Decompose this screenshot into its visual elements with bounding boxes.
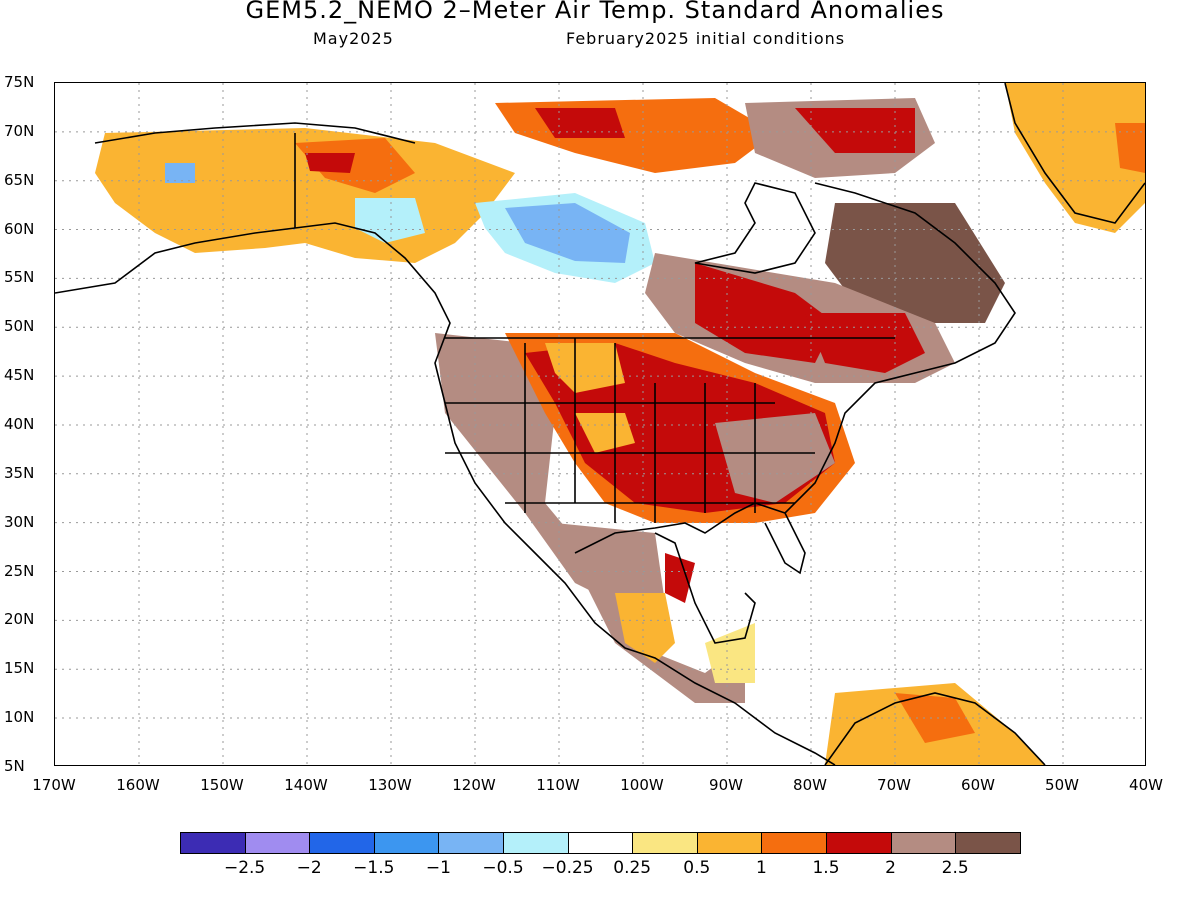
lon-tick-label: 80W [793,776,827,794]
colorbar-tick-label: 1 [755,858,767,878]
colorbar-tick-label: −0.5 [482,858,524,878]
lon-tick-label: 90W [709,776,743,794]
lon-tick-label: 150W [200,776,244,794]
colorbar-tick-label: −2 [296,858,322,878]
lat-tick-label: 55N [4,268,35,287]
colorbar-tick-label: 0.25 [613,858,652,878]
colorbar-swatch [890,832,957,854]
lon-tick-label: 130W [368,776,412,794]
lon-tick-label: 100W [620,776,664,794]
lon-tick-label: 140W [284,776,328,794]
lon-tick-label: 60W [961,776,995,794]
graticule [55,83,1145,765]
chart-title: GEM5.2_NEMO 2–Meter Air Temp. Standard A… [245,0,945,24]
colorbar-swatch [180,832,246,854]
lat-tick-label: 25N [4,561,35,580]
initial-conditions-label: February2025 initial conditions [566,29,846,48]
colorbar-tick-label: −2.5 [223,858,266,878]
colorbar-swatch [696,832,763,854]
anomaly-fill [95,83,1145,765]
colorbar-swatch [632,832,698,854]
lat-tick-label: 65N [4,170,35,189]
lon-tick-label: 70W [877,776,911,794]
colorbar-tick-label: −0.25 [541,858,594,878]
lat-tick-label: 20N [4,610,35,629]
colorbar-swatch [503,832,569,854]
colorbar-tick-label: 0.5 [683,858,711,878]
lat-tick-label: 40N [4,414,35,433]
lon-tick-label: 40W [1129,776,1163,794]
lat-tick-label: 75N [4,73,35,91]
lat-tick-label: 5N [4,756,25,775]
colorbar-tick-label: −1.5 [353,858,395,878]
lon-tick-label: 170W [32,776,76,794]
lon-tick-label: 50W [1045,776,1079,794]
colorbar-tick-label: 1.5 [812,858,840,878]
lat-tick-label: 15N [4,659,35,678]
colorbar-swatch [373,832,440,854]
forecast-month: May2025 [313,29,394,48]
lon-tick-label: 120W [452,776,496,794]
lat-tick-label: 10N [4,708,35,727]
anomaly-map-svg [55,83,1145,765]
lat-tick-label: 35N [4,463,35,482]
lon-tick-label: 160W [116,776,160,794]
coastlines [55,83,1145,765]
lat-tick-label: 45N [4,366,35,385]
colorbar-swatch [567,832,634,854]
colorbar-swatch [761,832,827,854]
colorbar-swatch [438,832,504,854]
anomaly-map [54,82,1146,766]
lon-tick-label: 110W [536,776,580,794]
colorbar-swatch [309,832,375,854]
lat-tick-label: 60N [4,219,35,238]
colorbar-swatch [955,832,1021,854]
lat-tick-label: 70N [4,121,35,140]
lat-tick-label: 50N [4,317,35,336]
colorbar-swatch [826,832,892,854]
colorbar-swatch [244,832,311,854]
colorbar-tick-label: −1 [425,858,451,878]
lat-tick-label: 30N [4,512,35,531]
colorbar-tick-label: 2.5 [941,858,969,878]
colorbar-tick-label: 2 [885,858,896,878]
